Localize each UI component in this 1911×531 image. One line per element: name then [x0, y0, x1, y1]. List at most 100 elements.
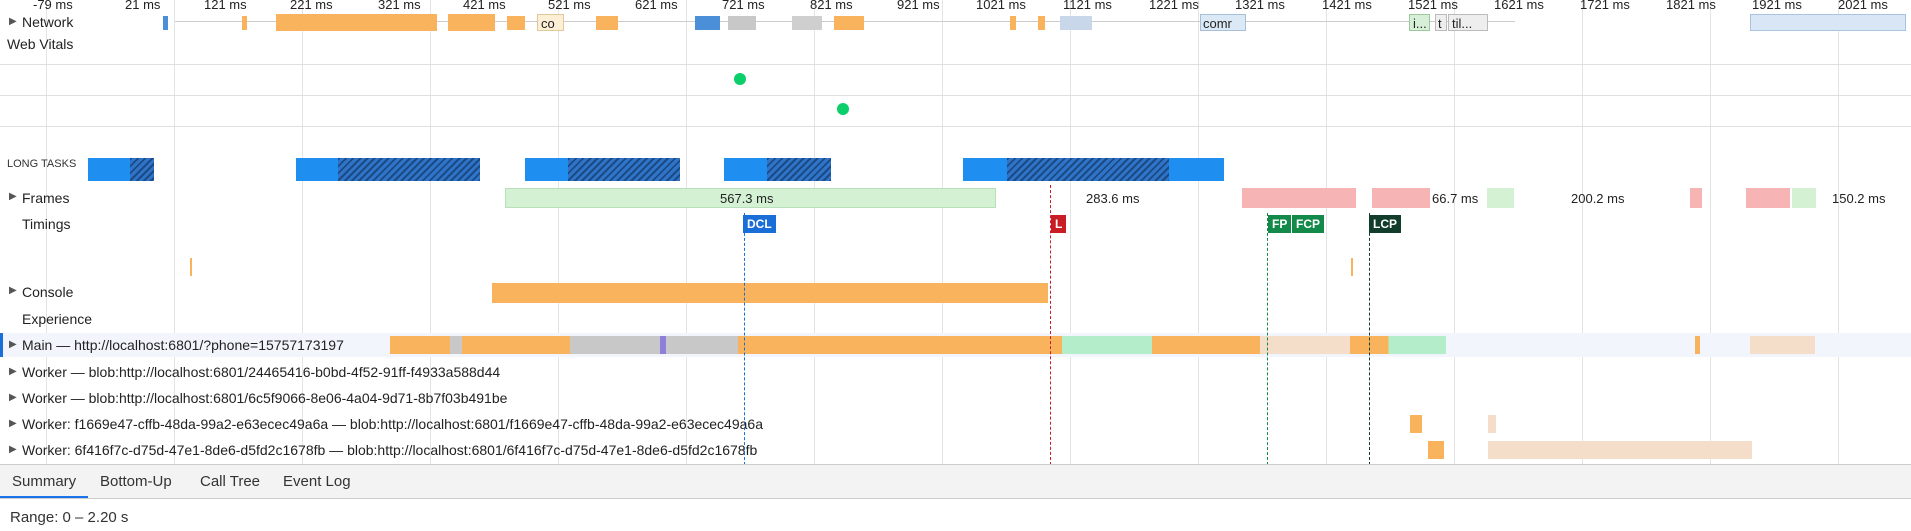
expand-triangle-icon[interactable]: ▶	[9, 16, 17, 27]
network-request[interactable]	[834, 16, 864, 30]
vital-marker-dot[interactable]	[837, 103, 849, 115]
ruler-tick: 821 ms	[810, 0, 853, 12]
frame-duration: 150.2 ms	[1832, 191, 1886, 206]
worker-activity[interactable]	[1428, 441, 1444, 459]
frame-duration: 567.3 ms	[720, 191, 774, 206]
worker-track[interactable]: ▶ Worker — blob:http://localhost:6801/6c…	[0, 386, 1911, 410]
grid-line	[1198, 0, 1199, 465]
network-label: Network	[22, 14, 74, 30]
load-line	[1050, 185, 1051, 465]
network-chip[interactable]: til...	[1448, 14, 1488, 31]
network-request[interactable]	[507, 16, 525, 30]
worker-track[interactable]: ▶ Worker — blob:http://localhost:6801/24…	[0, 360, 1911, 384]
worker-activity[interactable]	[1410, 415, 1422, 433]
main-activity[interactable]	[1750, 336, 1815, 354]
grid-line	[174, 0, 175, 465]
vitals-divider	[0, 64, 1911, 65]
main-activity[interactable]	[1350, 336, 1446, 354]
long-tasks-track: LONG TASKS	[0, 155, 1911, 185]
network-chip[interactable]: i...	[1409, 14, 1430, 31]
network-request[interactable]	[728, 16, 756, 30]
vital-marker-dot[interactable]	[734, 73, 746, 85]
tab-call-tree[interactable]: Call Tree	[200, 473, 261, 490]
network-request[interactable]	[1750, 14, 1906, 31]
long-task-bar[interactable]	[1007, 158, 1169, 181]
network-request[interactable]	[596, 16, 618, 30]
worker-track[interactable]: ▶ Worker: 6f416f7c-d75d-47e1-8de6-d5fd2c…	[0, 438, 1911, 462]
frame-bar[interactable]	[1690, 188, 1702, 208]
network-request[interactable]	[448, 14, 495, 31]
worker-activity[interactable]	[1488, 441, 1752, 459]
long-task-bar[interactable]	[130, 158, 154, 181]
network-request[interactable]	[695, 16, 720, 30]
network-request[interactable]	[276, 14, 437, 31]
tab-summary[interactable]: Summary	[12, 473, 77, 490]
main-activity[interactable]	[390, 336, 990, 354]
grid-line	[1454, 0, 1455, 465]
expand-triangle-icon[interactable]: ▶	[9, 285, 17, 296]
console-track[interactable]: ▶ Console	[0, 280, 1911, 304]
network-chip[interactable]: comr	[1200, 14, 1246, 31]
network-request[interactable]	[242, 16, 247, 30]
network-request[interactable]	[1010, 16, 1016, 30]
long-task-bar[interactable]	[296, 158, 338, 181]
long-task-bar[interactable]	[767, 158, 831, 181]
long-task-bar[interactable]	[338, 158, 480, 181]
expand-triangle-icon[interactable]: ▶	[9, 339, 17, 350]
expand-triangle-icon[interactable]: ▶	[9, 366, 17, 377]
network-request[interactable]	[792, 16, 822, 30]
worker-activity[interactable]	[1488, 415, 1496, 433]
frame-bar[interactable]	[1372, 188, 1430, 208]
main-thread-track[interactable]: ▶ Main — http://localhost:6801/?phone=15…	[0, 333, 1911, 357]
web-vitals-track: Web Vitals	[0, 34, 1911, 154]
frame-bar[interactable]	[1487, 188, 1514, 208]
long-task-bar[interactable]	[568, 158, 680, 181]
network-track[interactable]: ▶ Network co comr i... t til...	[0, 12, 1911, 34]
ruler-tick: -79 ms	[33, 0, 73, 12]
worker-label: Worker: f1669e47-cffb-48da-99a2-e63ecec4…	[22, 416, 763, 432]
long-tasks-label: LONG TASKS	[7, 158, 77, 170]
expand-triangle-icon[interactable]: ▶	[9, 444, 17, 455]
network-request[interactable]	[1038, 16, 1045, 30]
main-thread-label: Main — http://localhost:6801/?phone=1575…	[22, 337, 344, 353]
grid-line	[1582, 0, 1583, 465]
expand-triangle-icon[interactable]: ▶	[9, 392, 17, 403]
tab-bottom-up[interactable]: Bottom-Up	[100, 473, 172, 490]
ruler-tick: 1221 ms	[1149, 0, 1199, 12]
long-task-bar[interactable]	[88, 158, 130, 181]
fp-marker[interactable]: FP	[1268, 215, 1292, 233]
long-task-bar[interactable]	[525, 158, 568, 181]
long-task-bar[interactable]	[724, 158, 767, 181]
ruler-tick: 1121 ms	[1063, 0, 1112, 12]
frame-bar[interactable]	[1242, 188, 1356, 208]
network-chip[interactable]: co	[537, 14, 564, 31]
selected-indicator	[0, 333, 3, 357]
frame-bar[interactable]	[1746, 188, 1790, 208]
lcp-marker[interactable]: LCP	[1369, 215, 1401, 233]
dcl-marker[interactable]: DCL	[743, 215, 776, 233]
grid-line	[1710, 0, 1711, 465]
network-request[interactable]	[1060, 16, 1092, 30]
timings-track: Timings DCL L FP FCP LCP	[0, 213, 1911, 278]
expand-triangle-icon[interactable]: ▶	[9, 418, 17, 429]
grid-line	[1838, 0, 1839, 465]
network-chip[interactable]: t	[1435, 14, 1447, 31]
load-marker[interactable]: L	[1051, 215, 1067, 233]
frames-track[interactable]: ▶ Frames 567.3 ms 283.6 ms 66.7 ms 200.2…	[0, 187, 1911, 211]
ruler-tick: 1721 ms	[1580, 0, 1630, 12]
main-activity[interactable]	[990, 336, 1350, 354]
tab-event-log[interactable]: Event Log	[283, 473, 351, 490]
main-activity[interactable]	[1695, 336, 1700, 354]
fcp-marker[interactable]: FCP	[1292, 215, 1324, 233]
worker-track[interactable]: ▶ Worker: f1669e47-cffb-48da-99a2-e63ece…	[0, 412, 1911, 436]
experience-track: Experience	[0, 308, 1911, 330]
long-task-bar[interactable]	[1169, 158, 1224, 181]
expand-triangle-icon[interactable]: ▶	[9, 191, 17, 202]
long-task-bar[interactable]	[963, 158, 1007, 181]
frame-bar[interactable]	[1792, 188, 1816, 208]
grid-line	[302, 0, 303, 465]
timing-tick	[190, 258, 192, 276]
frame-bar[interactable]	[505, 188, 996, 208]
console-bar[interactable]	[492, 283, 1048, 303]
network-request[interactable]	[163, 16, 168, 30]
